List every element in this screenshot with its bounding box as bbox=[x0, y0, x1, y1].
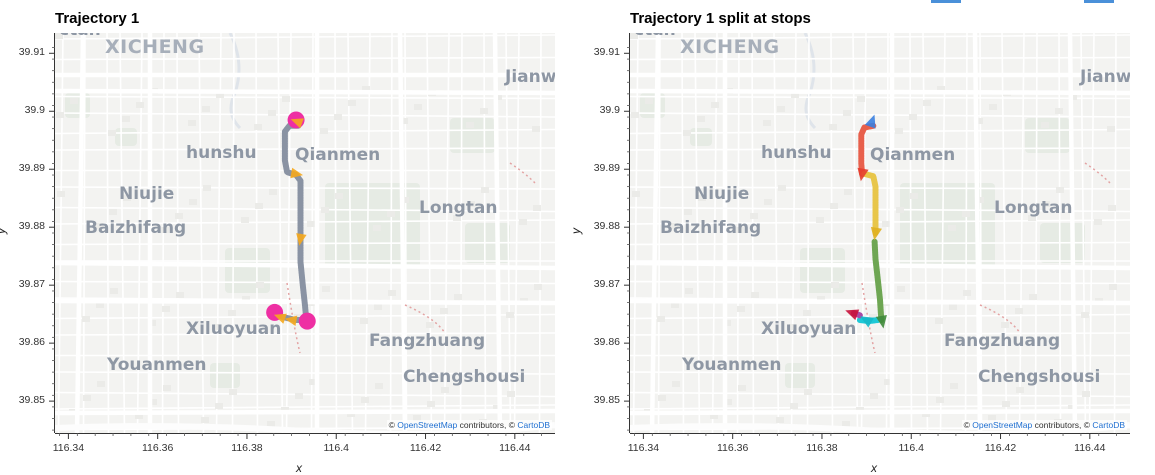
direction-marker bbox=[290, 167, 303, 179]
map-label-fangzhuang: Fangzhuang bbox=[369, 331, 486, 351]
y-tick-label: 39.85 bbox=[593, 394, 620, 407]
map-label-baizhifang: Baizhifang bbox=[660, 218, 762, 238]
plot-title: Trajectory 1 bbox=[55, 10, 140, 27]
trajectory-layer bbox=[845, 114, 887, 329]
map-label-chengshousi: Chengshousi bbox=[978, 367, 1101, 387]
trajectory-layer bbox=[266, 111, 316, 330]
y-tick-label: 39.88 bbox=[18, 220, 45, 233]
y-tick-label: 39.91 bbox=[593, 46, 620, 59]
x-tick-label: 116.44 bbox=[499, 442, 531, 454]
y-tick-label: 39.91 bbox=[18, 46, 45, 59]
x-tick-label: 116.36 bbox=[717, 442, 749, 454]
direction-marker bbox=[284, 315, 298, 326]
x-tick-label: 116.38 bbox=[806, 442, 838, 454]
map-label-xiluoyuan: Xiluoyuan bbox=[761, 319, 857, 339]
y-tick-label: 39.89 bbox=[593, 162, 620, 175]
trajectory-segment bbox=[871, 238, 885, 323]
map-label-xiluoyuan: Xiluoyuan bbox=[186, 319, 282, 339]
map-label-hunshu: hunshu bbox=[761, 143, 832, 163]
toolbar-indicator-left[interactable] bbox=[931, 0, 961, 3]
map-area[interactable]: XICHENG ctan Jianw hunshu Qianmen Niujie… bbox=[55, 33, 555, 433]
x-tick-label: 116.38 bbox=[231, 442, 263, 454]
map-label-baizhifang: Baizhifang bbox=[85, 218, 187, 238]
carto-link[interactable]: CartoDB bbox=[1092, 420, 1125, 430]
map-label-longtan: Longtan bbox=[994, 198, 1073, 218]
direction-marker bbox=[875, 315, 887, 329]
map-label-chengshousi: Chengshousi bbox=[403, 367, 526, 387]
y-tick-label: 39.86 bbox=[18, 336, 45, 349]
map-label-jianw: Jianw bbox=[1080, 67, 1130, 87]
osm-link[interactable]: OpenStreetMap bbox=[972, 420, 1033, 430]
y-tick-label: 39.9 bbox=[24, 104, 45, 117]
x-tick-label: 116.42 bbox=[409, 442, 442, 454]
carto-link[interactable]: CartoDB bbox=[517, 420, 550, 430]
direction-marker bbox=[864, 114, 876, 129]
direction-marker bbox=[273, 313, 287, 324]
map-label-top-cut: ctan bbox=[59, 33, 101, 40]
x-tick-label: 116.42 bbox=[984, 442, 1017, 454]
panel-trajectory-split: Trajectory 1 split at stops XICHENG ctan… bbox=[569, 0, 1135, 475]
direction-marker bbox=[860, 316, 874, 328]
map-label-fangzhuang: Fangzhuang bbox=[944, 331, 1061, 351]
map-label-niujie: Niujie bbox=[694, 184, 750, 204]
map-area[interactable]: XICHENG ctan Jianw hunshu Qianmen Niujie… bbox=[630, 33, 1130, 433]
y-tick-label: 39.87 bbox=[593, 278, 620, 291]
map-label-jianw: Jianw bbox=[505, 67, 555, 87]
trajectory-segment bbox=[858, 122, 877, 177]
osm-link[interactable]: OpenStreetMap bbox=[397, 420, 458, 430]
map-label-youanmen: Youanmen bbox=[107, 355, 207, 375]
y-tick-label: 39.86 bbox=[593, 336, 620, 349]
panel-trajectory: Trajectory 1 XICHENG ctan Jianw hunshu Q… bbox=[0, 0, 560, 475]
x-tick-label: 116.36 bbox=[142, 442, 174, 454]
y-axis-label: y bbox=[0, 228, 8, 234]
y-axis-label: y bbox=[569, 228, 583, 234]
map-label-niujie: Niujie bbox=[119, 184, 175, 204]
map-label-top-cut: ctan bbox=[634, 33, 676, 40]
x-tick-label: 116.44 bbox=[1074, 442, 1106, 454]
direction-marker bbox=[870, 226, 882, 241]
y-tick-label: 39.89 bbox=[18, 162, 45, 175]
map-attribution: © OpenStreetMap contributors, © CartoDB bbox=[961, 420, 1127, 430]
direction-marker bbox=[290, 118, 304, 129]
x-tick-label: 116.34 bbox=[52, 442, 85, 454]
map-attribution: © OpenStreetMap contributors, © CartoDB bbox=[386, 420, 552, 430]
map-label-xicheng: XICHENG bbox=[680, 36, 780, 58]
x-tick-label: 116.4 bbox=[898, 442, 925, 454]
map-label-qianmen: Qianmen bbox=[870, 145, 956, 165]
direction-marker bbox=[296, 233, 307, 246]
plot-title: Trajectory 1 split at stops bbox=[630, 10, 811, 27]
y-tick-label: 39.88 bbox=[593, 220, 620, 233]
map-label-xicheng: XICHENG bbox=[105, 36, 205, 58]
direction-marker bbox=[845, 309, 860, 321]
map-label-longtan: Longtan bbox=[419, 198, 498, 218]
y-tick-label: 39.85 bbox=[18, 394, 45, 407]
y-tick-label: 39.9 bbox=[599, 104, 620, 117]
basemap-svg bbox=[630, 33, 1130, 433]
x-tick-label: 116.34 bbox=[627, 442, 660, 454]
toolbar-indicator-right[interactable] bbox=[1084, 0, 1114, 3]
map-label-qianmen: Qianmen bbox=[295, 145, 381, 165]
x-axis-label: x bbox=[871, 461, 877, 475]
x-axis-label: x bbox=[296, 461, 302, 475]
trajectory-segment bbox=[861, 170, 879, 236]
stop-point bbox=[298, 312, 316, 330]
y-tick-label: 39.87 bbox=[18, 278, 45, 291]
map-label-hunshu: hunshu bbox=[186, 143, 257, 163]
map-label-youanmen: Youanmen bbox=[682, 355, 782, 375]
x-tick-label: 116.4 bbox=[323, 442, 350, 454]
direction-marker bbox=[857, 167, 869, 182]
